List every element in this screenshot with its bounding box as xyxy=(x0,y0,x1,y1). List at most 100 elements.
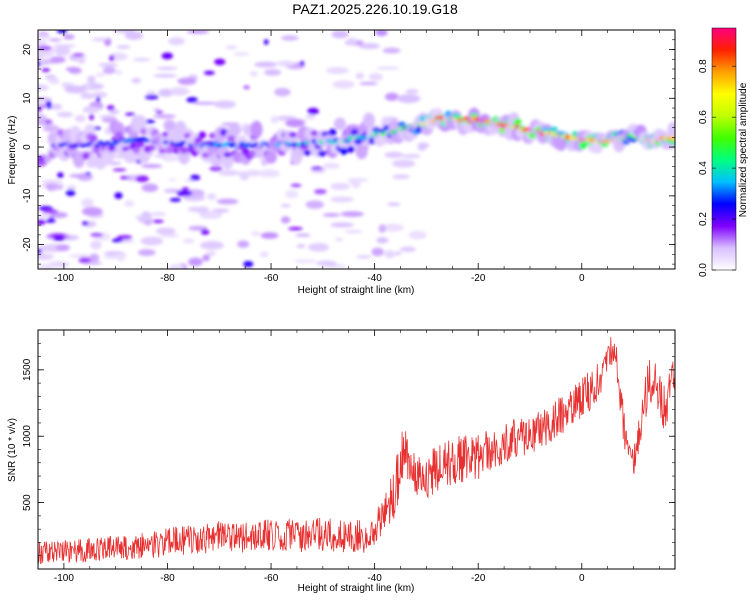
spectrogram-cell xyxy=(317,150,326,157)
spectrogram-cell xyxy=(150,211,167,217)
y-tick-label: 500 xyxy=(22,494,33,511)
spectrogram-cell xyxy=(305,114,316,120)
spectrogram-cell xyxy=(68,253,90,258)
spectrogram-cell xyxy=(66,185,76,191)
spectrogram-cell xyxy=(72,151,85,168)
spectrogram-cell xyxy=(84,83,92,88)
spectrogram-cell xyxy=(667,121,675,139)
spectrogram-cell xyxy=(177,77,197,85)
spectrogram-cell xyxy=(167,178,177,182)
spectrogram-cell xyxy=(107,144,116,152)
spectrogram-cell xyxy=(237,240,250,248)
spectrogram-cell xyxy=(384,92,399,102)
spectrogram-cell xyxy=(38,84,49,91)
spectrogram-cell xyxy=(49,38,62,42)
spectrogram-cell xyxy=(307,107,319,115)
spectrogram-cell xyxy=(98,62,119,68)
spectrogram-cell xyxy=(181,187,190,191)
spectrogram-cell xyxy=(396,94,421,104)
spectrogram-cell xyxy=(310,166,323,170)
snr-panel: -100 -80 -60 -40 -20 0 500 1000 1500 Height of … xyxy=(7,329,676,594)
spectrogram-cell xyxy=(55,244,70,252)
spectrogram-cell xyxy=(375,30,388,37)
spectrogram-cell xyxy=(136,141,145,148)
spectrogram-cell xyxy=(392,174,410,180)
x-tick-label: -20 xyxy=(471,273,486,284)
spectrogram-cell xyxy=(38,155,45,163)
spectrogram-cell xyxy=(190,150,199,157)
spectrogram-cell xyxy=(53,44,76,48)
spectrogram-cell xyxy=(285,189,299,199)
spectrogram-cell xyxy=(38,219,46,226)
spectrogram-cell xyxy=(57,172,64,179)
spectrogram-cell xyxy=(50,103,63,110)
spectrogram-cell xyxy=(249,71,259,77)
spectrogram-cell xyxy=(116,45,131,49)
spectrogram-cell xyxy=(399,246,417,252)
spectrogram-cell xyxy=(47,104,52,110)
x-tick-label: -100 xyxy=(54,573,74,584)
x-tick-label: -60 xyxy=(264,573,279,584)
spectrogram-cell xyxy=(243,260,254,268)
spectrogram-cell xyxy=(49,233,66,238)
spectrogram-cell xyxy=(382,47,401,54)
spectrogram-marks xyxy=(38,30,675,269)
snr-series-line xyxy=(38,337,675,564)
snr-background xyxy=(38,330,675,569)
spectrogram-cell xyxy=(42,209,59,214)
spectrogram-cell xyxy=(109,55,115,62)
spectrogram-cell xyxy=(243,85,250,90)
snr-y-ticks: 500 1000 1500 xyxy=(22,329,675,570)
colorbar-tick-label: 0.0 xyxy=(698,263,709,277)
colorbar-tick-label: 0.8 xyxy=(698,59,709,73)
spectrogram-cell xyxy=(200,229,210,235)
spectrogram-cell xyxy=(85,172,91,176)
spectrogram-cell xyxy=(38,248,42,255)
spectrogram-x-label: Height of straight line (km) xyxy=(298,285,415,296)
spectrogram-cell xyxy=(187,30,209,34)
spectrogram-cell xyxy=(188,257,203,267)
spectrogram-cell xyxy=(214,58,226,66)
spectrogram-cell xyxy=(308,243,329,252)
spectrogram-cell xyxy=(141,164,163,168)
spectrogram-cell xyxy=(356,255,372,259)
spectrogram-cell xyxy=(152,219,164,224)
spectrogram-cell xyxy=(294,259,317,264)
spectrogram-cell xyxy=(288,227,303,231)
spectrogram-cell xyxy=(93,143,101,148)
spectrogram-cell xyxy=(125,112,136,116)
spectrogram-cell xyxy=(280,216,291,224)
spectrogram-cell xyxy=(401,154,421,159)
spectrogram-cell xyxy=(167,37,185,46)
spectrogram-cell xyxy=(285,119,305,128)
spectrogram-cell xyxy=(38,60,41,68)
spectrogram-cell xyxy=(144,94,159,100)
spectrogram-cell xyxy=(408,230,427,240)
x-tick-label: -40 xyxy=(367,273,382,284)
spectrogram-cell xyxy=(144,220,152,226)
spectrogram-cell xyxy=(254,61,278,68)
spectrogram-cell xyxy=(303,149,312,156)
spectrogram-cell xyxy=(259,251,269,258)
spectrogram-cell xyxy=(82,221,89,226)
spectrogram-cell xyxy=(216,198,239,205)
spectrogram-cell xyxy=(397,121,406,127)
spectrogram-cell xyxy=(335,237,344,242)
colorbar-tick-label: 0.2 xyxy=(698,212,709,226)
spectrogram-cell xyxy=(82,106,100,114)
spectrogram-cell xyxy=(200,240,224,250)
spectrogram-cell xyxy=(193,101,218,105)
spectrogram-cell xyxy=(296,244,306,248)
spectrogram-cell xyxy=(124,200,135,207)
spectrogram-cell xyxy=(332,80,355,89)
spectrogram-cell xyxy=(244,169,263,177)
spectrogram-cell xyxy=(392,159,416,168)
spectrogram-cell xyxy=(111,238,123,243)
spectrogram-cell xyxy=(171,86,188,92)
spectrogram-cell xyxy=(378,224,387,233)
spectrogram-cell xyxy=(155,227,176,235)
spectrogram-cell xyxy=(250,120,263,139)
spectrogram-cell xyxy=(38,263,55,269)
